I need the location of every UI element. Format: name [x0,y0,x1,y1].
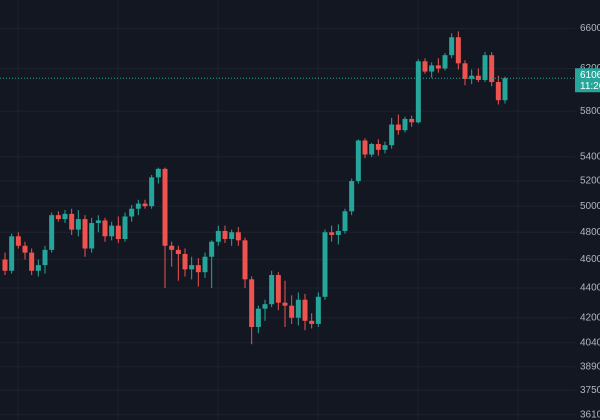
candle-body [182,253,188,270]
price-tag [575,68,600,93]
candle-body [382,145,388,150]
candle-body [469,75,475,79]
y-tick-label: 58000 [580,106,600,117]
candle-body [122,216,128,239]
candle-body [362,140,368,155]
candle-body [329,232,335,235]
candle-body [495,82,501,101]
candle-body [489,55,495,83]
candle-body [249,279,255,327]
candle-body [109,225,115,237]
candle-body [275,275,281,303]
candle-body [355,140,361,182]
candle-body [235,232,241,241]
y-tick-label: 66000 [580,23,600,34]
candle-body [82,219,88,249]
candle-body [69,213,75,230]
candle-body [389,124,395,146]
y-tick-label: 42000 [580,312,600,323]
candle-body [269,275,275,305]
candle-body [62,213,68,220]
candle-body [322,232,328,297]
y-tick-label: 52000 [580,176,600,187]
candle-body [255,308,261,327]
candle-body [142,203,148,207]
candle-body [95,220,101,224]
candle-body [162,168,168,246]
y-tick-label: 36100 [580,409,600,420]
y-tick-label: 40400 [580,337,600,348]
candle-body [409,118,415,123]
candle-body [189,265,195,270]
candle-body [309,320,315,324]
candle-body [315,296,321,324]
candle-body [455,37,461,64]
candle-body [222,230,228,239]
candle-body [15,236,21,246]
candle-body [89,223,95,249]
y-tick-label: 44000 [580,283,600,294]
candle-body [115,225,121,239]
candle-body [49,215,55,250]
candle-body [262,304,268,309]
candle-body [442,55,448,69]
candle-body [55,215,61,220]
candle-body [375,143,381,150]
candle-body [435,65,441,69]
countdown-label: 11:26 [580,81,600,92]
candle-body [502,78,508,101]
candle-body [462,63,468,79]
candle-body [75,219,81,230]
candle-body [35,265,41,271]
candle-body [342,211,348,231]
candle-body [449,37,455,56]
candle-body [242,240,248,280]
candle-body [209,241,215,257]
candle-body [29,252,35,271]
y-tick-label: 38900 [580,361,600,372]
candle-body [175,249,181,254]
y-tick-label: 46000 [580,254,600,265]
last-price-label: 61060 [580,70,600,81]
candle-body [2,259,8,271]
y-tick-label: 48000 [580,227,600,238]
candle-body [415,61,421,123]
candle-body [129,208,135,217]
candle-body [475,75,481,80]
candle-body [22,245,28,253]
candle-body [369,143,375,155]
candle-body [295,299,301,318]
y-tick-label: 37500 [580,385,600,396]
candle-body [422,61,428,72]
candle-body [102,220,108,237]
candle-body [9,236,15,271]
y-tick-label: 50000 [580,201,600,212]
candle-body [149,177,155,207]
candle-body [402,118,408,131]
candle-body [169,245,175,250]
candle-body [482,55,488,80]
candle-body [195,265,201,273]
candle-body [202,256,208,273]
candle-body [395,124,401,131]
candle-body [155,168,161,178]
candle-body [302,299,308,321]
candle-body [429,65,435,72]
candle-body [349,181,355,212]
y-tick-label: 54000 [580,152,600,163]
candle-body [282,302,288,306]
candle-body [215,230,221,242]
candle-body [289,305,295,318]
candle-body [335,230,341,235]
candle-body [229,232,235,239]
candle-body [42,249,48,266]
candle-body [135,203,141,209]
